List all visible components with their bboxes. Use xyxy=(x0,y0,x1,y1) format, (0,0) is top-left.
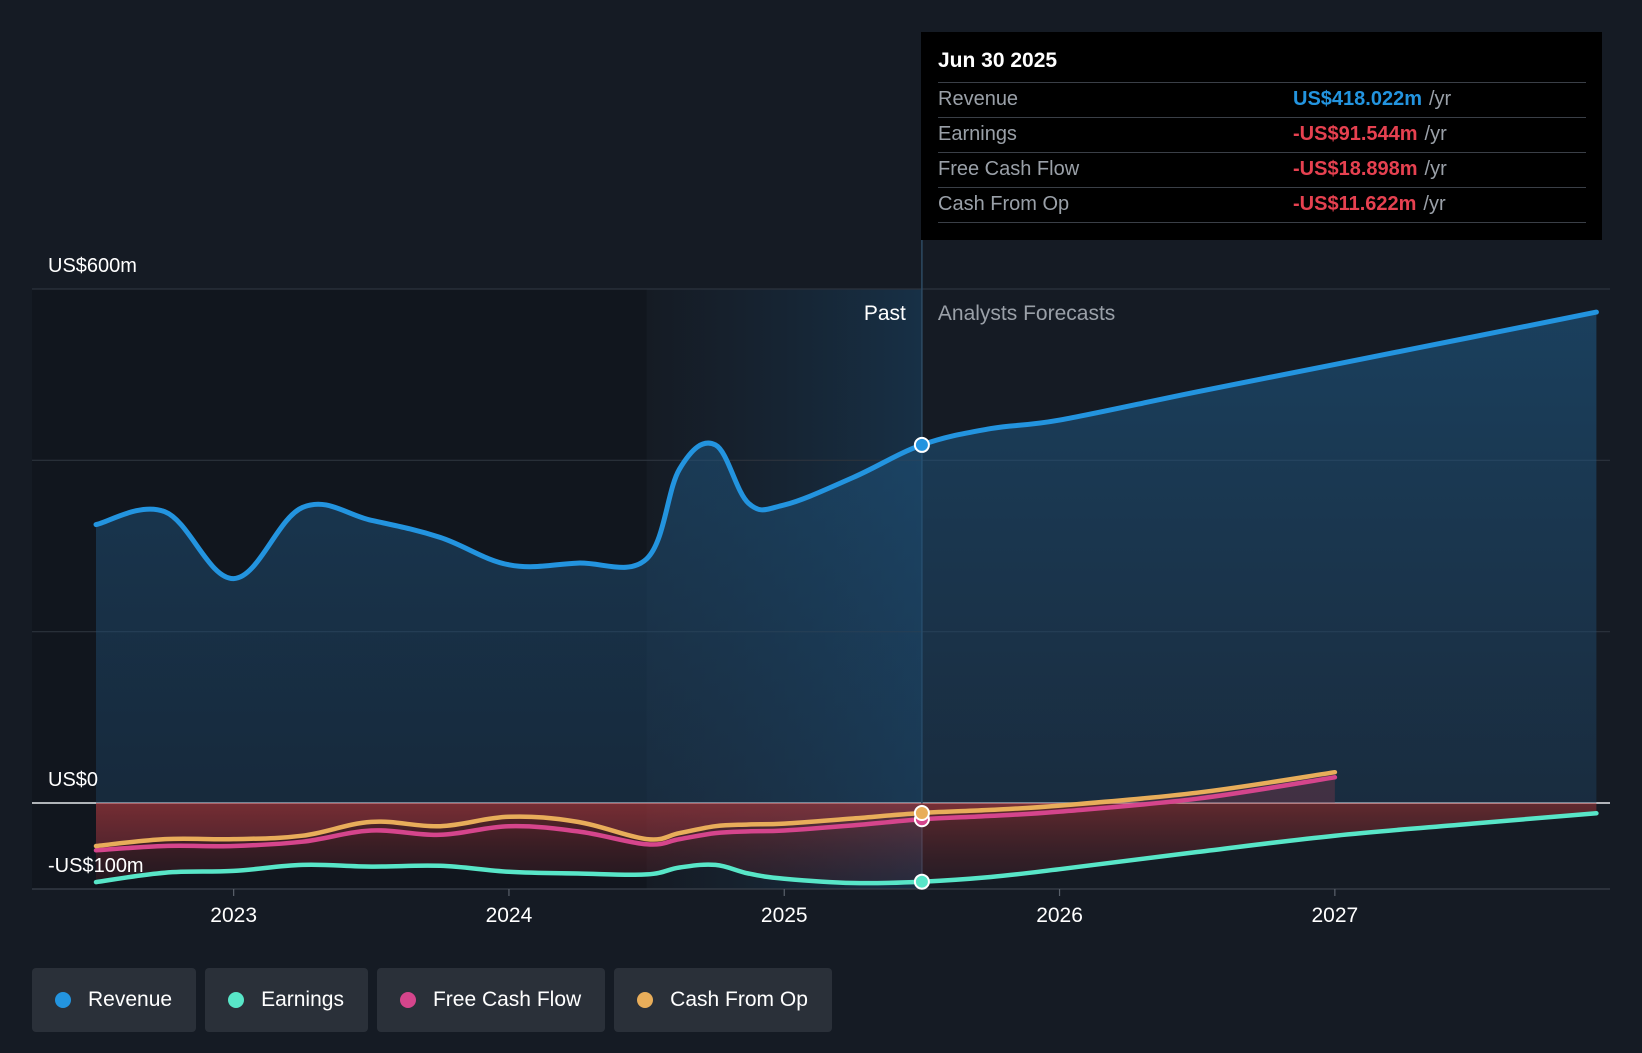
revenue-area xyxy=(96,312,1597,803)
free-cash-flow-line xyxy=(93,775,1338,853)
tooltip-date: Jun 30 2025 xyxy=(938,46,1586,83)
legend-item-cash-from-op[interactable]: Cash From Op xyxy=(614,968,832,1032)
legend-label: Revenue xyxy=(88,988,173,1011)
x-tick-label: 2027 xyxy=(1311,904,1358,927)
earnings-marker xyxy=(913,873,930,890)
legend-item-revenue[interactable]: Revenue xyxy=(32,968,197,1032)
cash-from-op-marker xyxy=(913,804,930,821)
tooltip: Jun 30 2025 Revenue US$418.022m /yr Earn… xyxy=(921,32,1602,240)
earnings-line xyxy=(93,811,1599,886)
tooltip-unit: /yr xyxy=(1424,123,1447,145)
legend-item-free-cash-flow[interactable]: Free Cash Flow xyxy=(376,968,606,1032)
tooltip-row-earnings: Earnings -US$91.544m /yr xyxy=(938,118,1586,153)
legend-item-earnings[interactable]: Earnings xyxy=(205,968,368,1032)
tooltip-label: Revenue xyxy=(938,88,1019,110)
tooltip-unit: /yr xyxy=(1423,193,1446,215)
x-tick-label: 2024 xyxy=(486,904,533,927)
legend-dot-icon xyxy=(399,992,416,1008)
legend-label: Earnings xyxy=(261,988,344,1011)
tooltip-row-cash-from-op: Cash From Op -US$11.622m /yr xyxy=(938,188,1586,223)
y-axis-label-top: US$600m xyxy=(48,255,137,277)
revenue-line xyxy=(93,309,1599,582)
legend-label: Cash From Op xyxy=(670,988,808,1011)
x-tick-label: 2026 xyxy=(1036,904,1083,927)
cash-from-op-line xyxy=(93,769,1338,849)
tooltip-value: -US$91.544m xyxy=(1293,123,1418,145)
x-tick-label: 2023 xyxy=(210,904,257,927)
legend-dot-icon xyxy=(637,992,654,1008)
tooltip-label: Cash From Op xyxy=(938,193,1070,215)
y-axis-label-zero: US$0 xyxy=(48,769,98,791)
tooltip-value: US$418.022m xyxy=(1293,88,1422,110)
legend: Revenue Earnings Free Cash Flow Cash Fro… xyxy=(32,968,832,1032)
legend-label: Free Cash Flow xyxy=(432,988,582,1011)
tooltip-value: -US$11.622m xyxy=(1293,193,1417,215)
tooltip-unit: /yr xyxy=(1424,158,1447,180)
legend-dot-icon xyxy=(228,992,245,1008)
forecast-label: Analysts Forecasts xyxy=(938,302,1115,325)
tooltip-label: Earnings xyxy=(938,123,1017,145)
tooltip-unit: /yr xyxy=(1428,88,1452,110)
tooltip-row-revenue: Revenue US$418.022m /yr xyxy=(938,83,1586,118)
revenue-marker xyxy=(913,436,930,453)
tooltip-label: Free Cash Flow xyxy=(938,158,1080,180)
legend-dot-icon xyxy=(55,992,71,1008)
x-tick-label: 2025 xyxy=(761,904,808,927)
tooltip-row-free-cash-flow: Free Cash Flow -US$18.898m /yr xyxy=(938,153,1586,188)
past-label: Past xyxy=(864,302,906,325)
tooltip-value: -US$18.898m xyxy=(1293,158,1418,180)
y-axis-label-bottom: -US$100m xyxy=(48,855,144,877)
